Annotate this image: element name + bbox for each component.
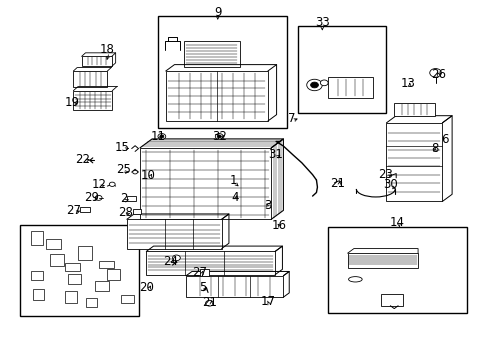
- Text: 24: 24: [163, 255, 178, 268]
- Text: 1: 1: [229, 174, 237, 187]
- Circle shape: [109, 182, 115, 186]
- Text: 21: 21: [202, 296, 217, 309]
- Text: 12: 12: [92, 178, 107, 191]
- Bar: [380, 294, 402, 306]
- Bar: [68, 274, 81, 284]
- Bar: [200, 269, 209, 276]
- Text: 7: 7: [287, 112, 295, 125]
- Bar: [107, 269, 119, 280]
- Text: 20: 20: [139, 282, 153, 294]
- Bar: [327, 77, 372, 98]
- Text: 2: 2: [120, 192, 127, 205]
- Text: 5: 5: [199, 282, 206, 294]
- Bar: [33, 289, 43, 300]
- Bar: [80, 207, 90, 212]
- Text: 13: 13: [400, 77, 415, 90]
- Text: 16: 16: [271, 219, 286, 232]
- Bar: [186, 276, 283, 297]
- Text: 33: 33: [314, 16, 329, 29]
- Text: 21: 21: [330, 177, 345, 190]
- Circle shape: [205, 300, 213, 306]
- Circle shape: [310, 82, 318, 88]
- Text: 15: 15: [114, 141, 129, 154]
- Bar: [30, 271, 42, 280]
- Text: 29: 29: [83, 191, 99, 204]
- Bar: [297, 26, 386, 113]
- Bar: [50, 254, 63, 266]
- Bar: [158, 17, 287, 128]
- Text: 9: 9: [214, 6, 221, 19]
- Bar: [327, 227, 466, 313]
- Text: 14: 14: [389, 216, 405, 229]
- Bar: [64, 263, 80, 271]
- Circle shape: [215, 134, 223, 139]
- Text: 3: 3: [264, 199, 271, 212]
- Bar: [81, 57, 112, 66]
- Bar: [30, 231, 42, 245]
- Bar: [165, 71, 267, 121]
- Text: 32: 32: [211, 130, 226, 143]
- Bar: [146, 251, 275, 275]
- Text: 31: 31: [268, 148, 283, 161]
- Circle shape: [217, 135, 221, 138]
- Text: 27: 27: [192, 266, 207, 279]
- Text: 17: 17: [260, 295, 275, 308]
- Bar: [73, 71, 107, 87]
- Ellipse shape: [348, 276, 362, 282]
- Text: 11: 11: [150, 130, 165, 143]
- Text: 26: 26: [430, 68, 446, 81]
- Text: 8: 8: [430, 142, 438, 155]
- Text: 28: 28: [118, 206, 133, 219]
- Bar: [20, 225, 138, 316]
- Bar: [347, 253, 417, 267]
- Bar: [126, 219, 221, 249]
- Text: 25: 25: [116, 163, 131, 176]
- Text: 27: 27: [66, 204, 81, 217]
- Text: 18: 18: [100, 43, 115, 56]
- Text: 10: 10: [141, 169, 155, 182]
- Circle shape: [306, 79, 322, 91]
- Text: 23: 23: [377, 168, 392, 181]
- Bar: [183, 41, 239, 67]
- Text: 22: 22: [76, 153, 90, 166]
- Bar: [86, 298, 97, 307]
- Bar: [95, 281, 109, 291]
- Circle shape: [132, 170, 137, 174]
- Text: 30: 30: [382, 178, 397, 191]
- Bar: [126, 197, 135, 202]
- Bar: [78, 246, 92, 260]
- Circle shape: [95, 195, 102, 201]
- Bar: [386, 123, 442, 202]
- Text: 6: 6: [440, 134, 447, 147]
- Bar: [140, 148, 271, 219]
- Circle shape: [172, 255, 180, 261]
- Circle shape: [160, 135, 163, 138]
- Bar: [73, 91, 112, 111]
- Bar: [120, 296, 134, 303]
- Bar: [99, 261, 114, 267]
- Bar: [132, 209, 141, 214]
- Text: 4: 4: [230, 192, 238, 204]
- Bar: [393, 103, 434, 116]
- Text: 19: 19: [64, 96, 79, 109]
- Bar: [46, 239, 61, 249]
- Circle shape: [429, 68, 441, 77]
- Bar: [64, 291, 77, 303]
- Circle shape: [320, 80, 327, 86]
- Circle shape: [158, 134, 165, 139]
